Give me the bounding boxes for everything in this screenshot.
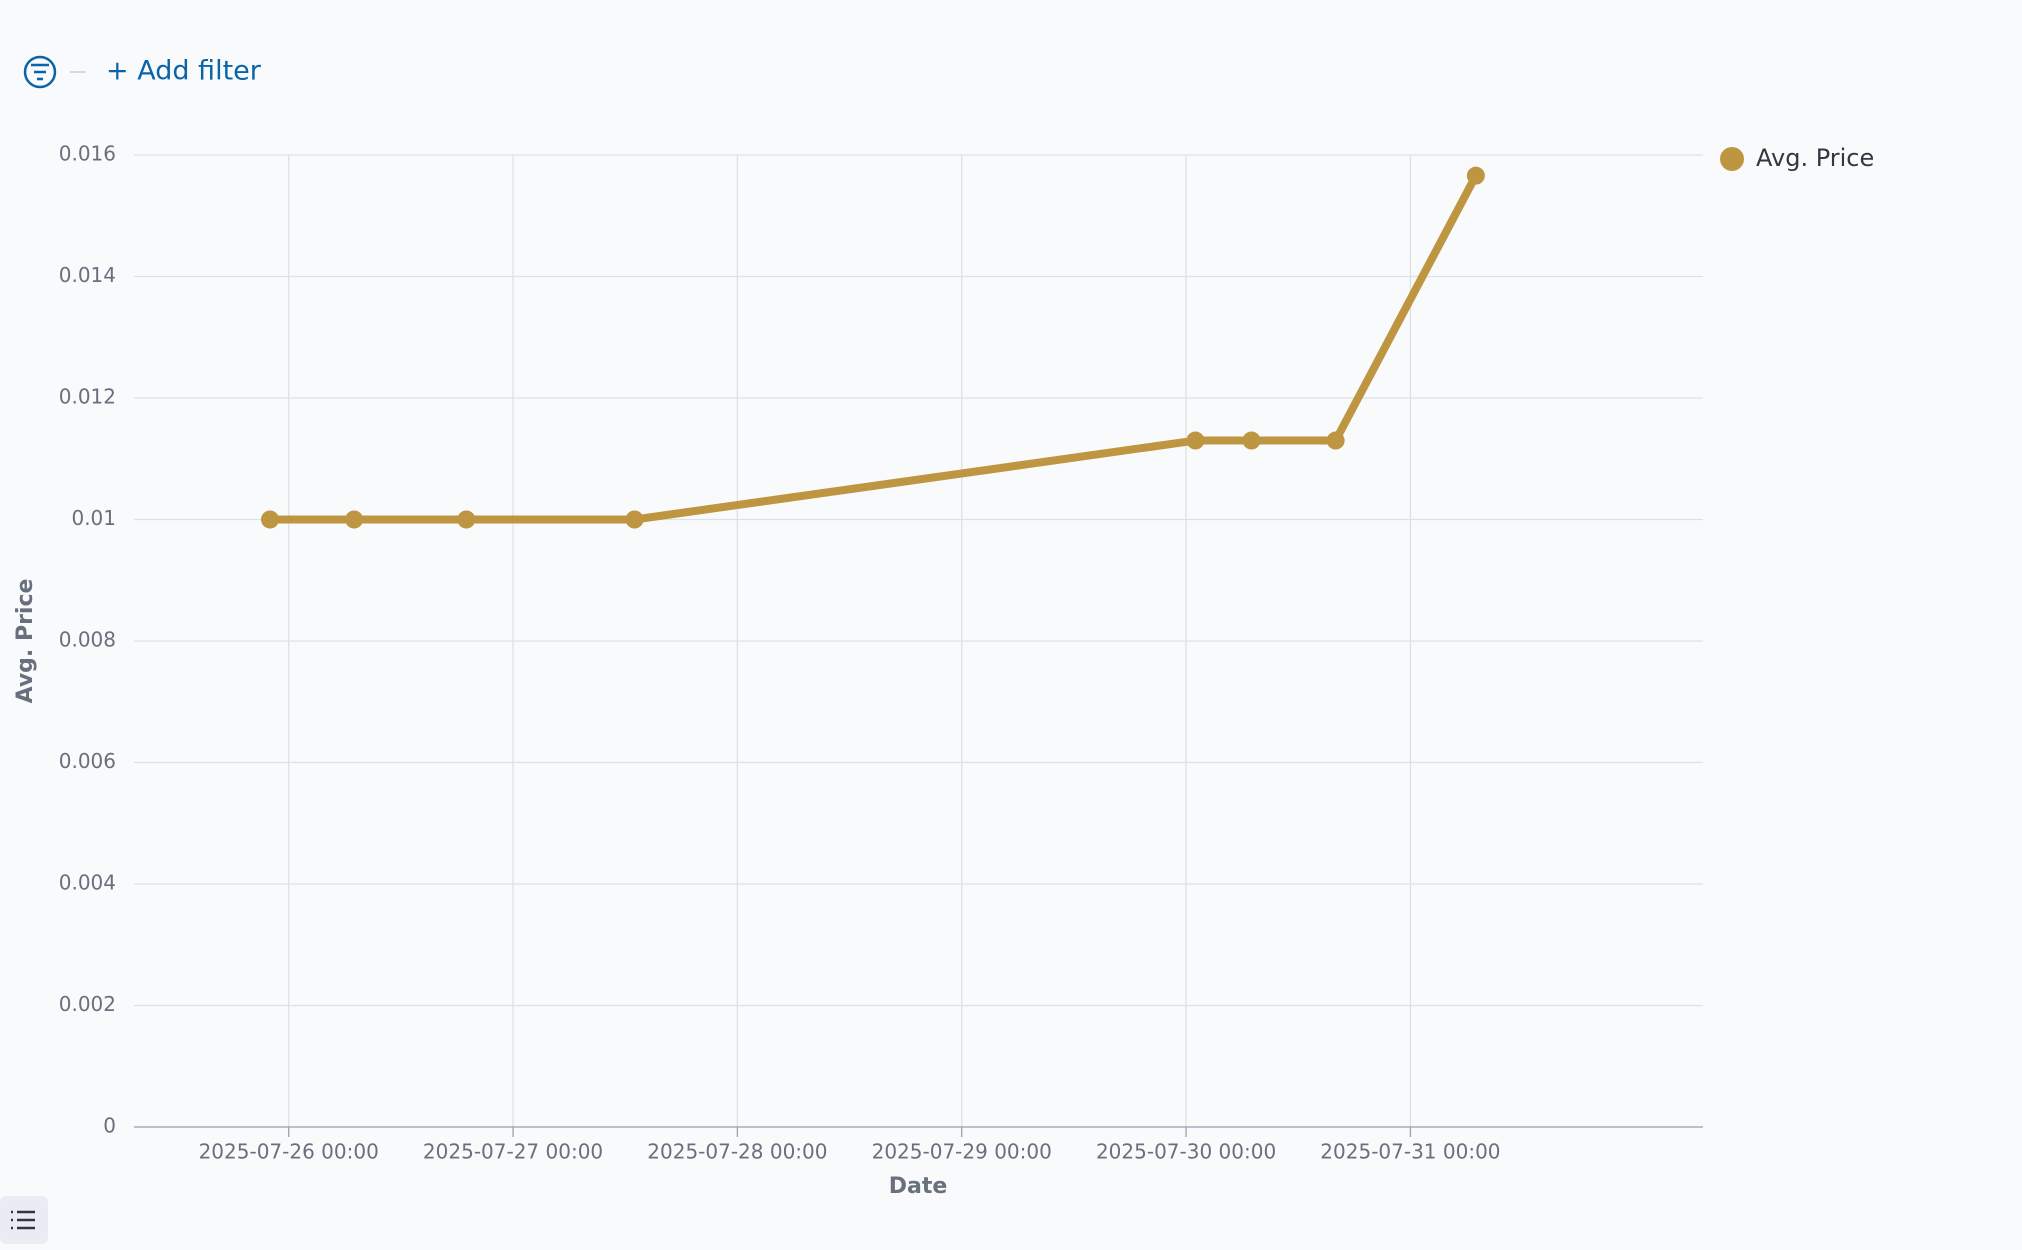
filter-icon[interactable] bbox=[23, 55, 57, 89]
y-tick-label: 0 bbox=[103, 1114, 116, 1138]
y-tick-label: 0.008 bbox=[59, 628, 116, 652]
point bbox=[1186, 431, 1205, 450]
point bbox=[1466, 166, 1485, 185]
y-tick-label: 0.006 bbox=[59, 749, 116, 773]
y-tick-label: 0.01 bbox=[71, 506, 116, 530]
y-tick-label: 0.014 bbox=[59, 263, 116, 287]
legend-label[interactable]: Avg. Price bbox=[1756, 144, 1874, 172]
x-tick-label: 2025-07-28 00:00 bbox=[647, 1140, 827, 1164]
y-tick-label: 0.012 bbox=[59, 385, 116, 409]
x-tick-label: 2025-07-29 00:00 bbox=[872, 1140, 1052, 1164]
y-axis-title: Avg. Price bbox=[13, 579, 38, 704]
x-axis-title: Date bbox=[889, 1174, 948, 1199]
x-tick-label: 2025-07-31 00:00 bbox=[1320, 1140, 1500, 1164]
y-tick-label: 0.016 bbox=[59, 142, 116, 166]
series-line bbox=[270, 173, 1480, 524]
point bbox=[625, 510, 644, 529]
x-tick-label: 2025-07-26 00:00 bbox=[199, 1140, 379, 1164]
point bbox=[345, 510, 364, 529]
point bbox=[1242, 431, 1261, 450]
x-tick-label: 2025-07-27 00:00 bbox=[423, 1140, 603, 1164]
point bbox=[1326, 431, 1345, 450]
list-icon bbox=[11, 1210, 35, 1230]
x-tick-label: 2025-07-30 00:00 bbox=[1096, 1140, 1276, 1164]
add-filter[interactable]: + Add filter bbox=[106, 56, 262, 87]
legend-swatch bbox=[1720, 147, 1744, 171]
y-tick-label: 0.004 bbox=[59, 871, 116, 895]
y-tick-label: 0.002 bbox=[59, 992, 116, 1016]
point bbox=[457, 510, 476, 529]
point bbox=[261, 510, 280, 529]
